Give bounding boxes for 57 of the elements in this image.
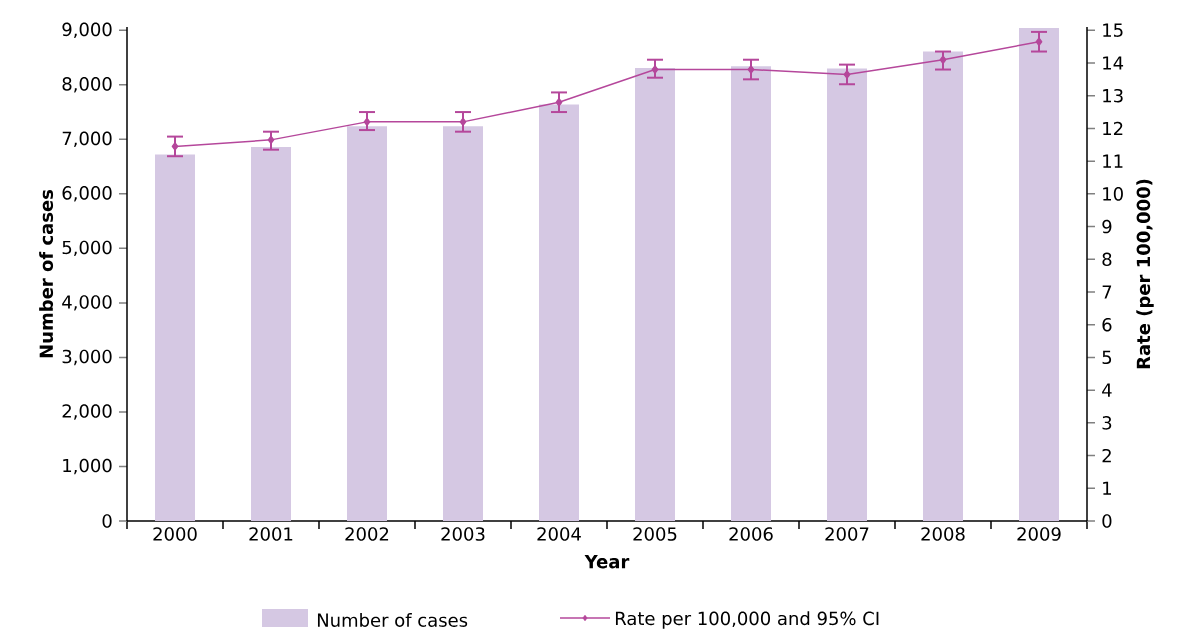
y-tick-label: 6,000 [62,186,112,202]
point [171,142,179,151]
x-tick-label: 2007 [825,527,869,541]
y-tick-label: 1,000 [63,458,112,475]
y2-tick-label: 6 [1102,317,1112,332]
bar [635,67,675,521]
y2-tick-label: 9 [1102,219,1112,234]
y2-tick-label: 3 [1102,416,1112,430]
x-tick-label: 2009 [1017,527,1061,541]
point [939,55,947,64]
y-tick-label: 0 [102,514,112,528]
x-tick-label: 2003 [441,527,485,541]
x-tick-label: 2005 [633,527,677,541]
x-tick-label: 2000 [153,527,197,541]
y2-tick-label: 12 [1103,121,1123,136]
y2-tick-label: 4 [1102,383,1112,397]
bar [251,146,291,521]
point [747,65,755,74]
y2-tick-label: 8 [1102,252,1112,267]
x-tick-label: 2006 [729,527,773,541]
y2-tick-label: 5 [1102,350,1112,365]
y2-tick-label: 1 [1103,481,1111,495]
y2-tick-label: 0 [1102,514,1112,528]
bar [443,126,483,521]
bar [539,104,579,521]
y-tick-label: 9,000 [62,22,112,38]
bar [827,68,867,521]
x-tick-label: 2004 [537,527,581,541]
legend-label: Number of cases [317,613,468,627]
y2-tick-label: 7 [1102,285,1112,299]
y2-axis-title: Rate (per 100,000) [1136,179,1154,369]
y-axis-title: Number of cases [39,189,54,358]
bar [1019,28,1059,521]
y-tick-label: 3,000 [62,349,112,366]
y2-tick-label: 2 [1102,448,1111,463]
y2-tick-label: 11 [1103,154,1123,168]
y-tick-label: 4,000 [62,295,112,311]
legend-label: Rate per 100,000 and 95% CI [615,611,879,629]
x-tick-label: 2001 [249,527,293,541]
bar [155,154,195,521]
y-tick-label: 2,000 [62,404,112,420]
x-tick-label: 2008 [921,527,965,541]
point [1035,37,1043,46]
bar [923,51,963,521]
y-tick-label: 5,000 [62,240,112,257]
point [843,70,851,79]
point [651,65,659,74]
y-tick-label: 7,000 [62,131,112,148]
bar [731,66,771,521]
x-tick-label: 2002 [345,527,389,541]
bar [347,126,387,521]
y2-tick-label: 13 [1103,88,1123,103]
x-axis-title: Year [584,555,630,569]
y2-tick-label: 14 [1103,56,1124,70]
y-tick-label: 8,000 [62,77,112,93]
y2-tick-label: 10 [1103,187,1123,201]
y2-tick-label: 15 [1103,23,1123,37]
